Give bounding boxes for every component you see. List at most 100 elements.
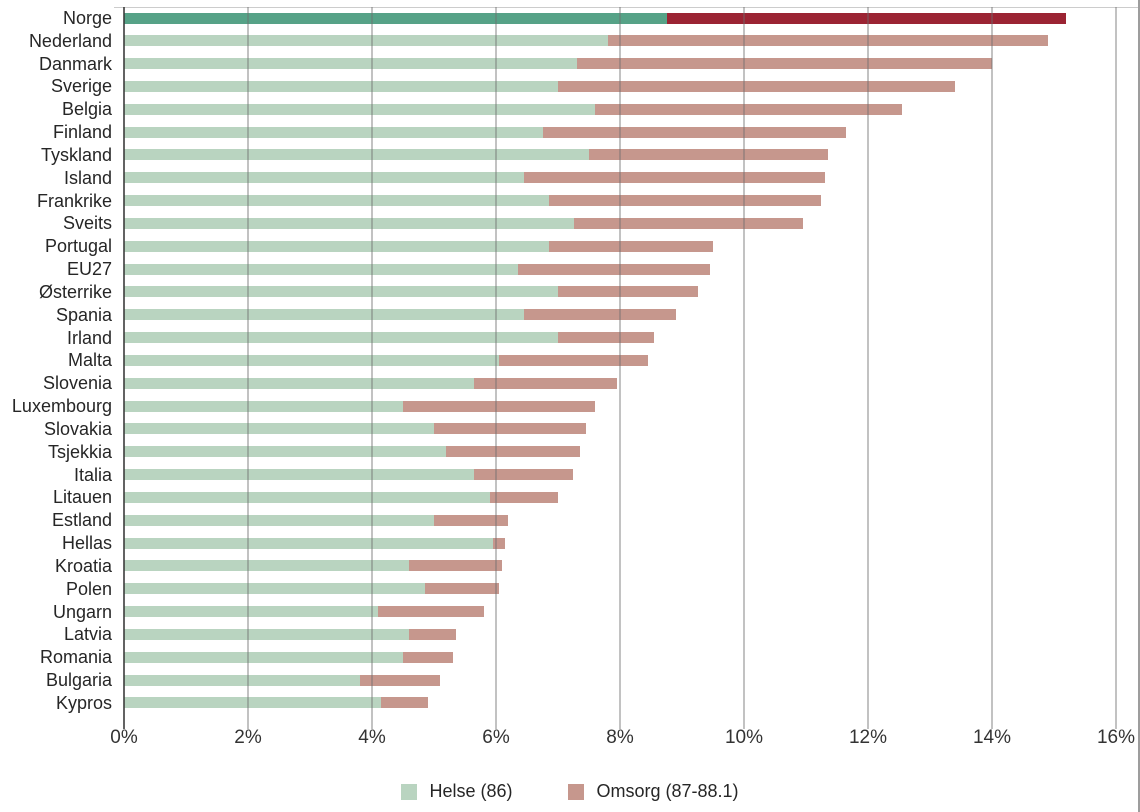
country-label: Norge: [62, 8, 112, 28]
helse-bar-segment: [124, 446, 447, 458]
country-label: Belgia: [61, 99, 112, 120]
legend-item: Helse (86): [401, 781, 512, 802]
x-axis-tick-label: 14%: [972, 727, 1012, 748]
helse-bar-segment: [124, 651, 403, 663]
helse-bar-segment: [124, 606, 379, 618]
omsorg-bar-segment: [446, 446, 580, 458]
omsorg-bar-segment: [434, 514, 509, 526]
omsorg-bar-segment: [409, 628, 456, 640]
x-axis-tick-label: 10%: [724, 727, 764, 748]
omsorg-bar-segment: [589, 149, 828, 161]
helse-bar-segment: [124, 537, 493, 549]
helse-bar-segment: [124, 628, 410, 640]
omsorg-bar-segment: [542, 126, 847, 138]
country-label: Luxembourg: [11, 396, 112, 417]
omsorg-bar-segment: [548, 195, 822, 207]
country-label: Estland: [51, 510, 112, 531]
helse-bar-segment: [124, 400, 403, 412]
omsorg-bar-segment: [474, 377, 617, 389]
country-label: Hellas: [61, 533, 112, 554]
omsorg-bar-segment: [666, 12, 1067, 24]
country-label: Østerrike: [38, 281, 112, 302]
helse-bar-segment: [124, 103, 596, 115]
helse-bar-segment: [124, 195, 549, 207]
omsorg-bar-segment: [499, 354, 648, 366]
helse-bar-segment: [124, 12, 667, 24]
country-label: Malta: [67, 350, 112, 371]
country-label: Bulgaria: [45, 670, 112, 691]
plot-top-border: [114, 7, 1138, 8]
country-label: Frankrike: [36, 190, 112, 211]
country-label: EU27: [66, 259, 112, 280]
chart-legend: Helse (86) Omsorg (87-88.1): [0, 781, 1140, 802]
omsorg-bar-segment: [403, 651, 453, 663]
omsorg-bar-segment: [548, 240, 713, 252]
helse-bar-segment: [124, 423, 434, 435]
gridline: [619, 7, 621, 729]
omsorg-bar-segment: [573, 217, 803, 229]
omsorg-bar-segment: [359, 674, 441, 686]
helse-bar-segment: [124, 35, 608, 47]
helse-bar-segment: [124, 149, 589, 161]
omsorg-bar-segment: [474, 469, 574, 481]
omsorg-bar-segment: [492, 537, 506, 549]
gridline: [1115, 7, 1117, 729]
country-label: Slovenia: [42, 373, 112, 394]
helse-bar-segment: [124, 674, 360, 686]
country-label: Romania: [39, 647, 112, 668]
helse-bar-segment: [124, 263, 518, 275]
helse-bar-segment: [124, 354, 500, 366]
helse-bar-segment: [124, 309, 524, 321]
helse-bar-segment: [124, 217, 574, 229]
gridline: [123, 7, 125, 729]
helse-bar-segment: [124, 58, 577, 70]
omsorg-bar-segment: [576, 58, 992, 70]
country-label: Irland: [66, 327, 112, 348]
x-axis-tick-label: 4%: [358, 727, 386, 748]
omsorg-bar-segment: [378, 606, 484, 618]
legend-label: Omsorg (87-88.1): [596, 781, 739, 801]
gridline: [495, 7, 497, 729]
helse-bar-segment: [124, 377, 475, 389]
country-label: Sveits: [62, 213, 112, 234]
country-label: Sverige: [50, 76, 112, 97]
omsorg-bar-segment: [409, 560, 503, 572]
country-label: Danmark: [38, 53, 112, 74]
helse-bar-segment: [124, 172, 524, 184]
country-label: Nederland: [28, 30, 112, 51]
omsorg-bar-segment: [489, 491, 558, 503]
gridline: [743, 7, 745, 729]
country-label: Finland: [52, 122, 112, 143]
country-label: Slovakia: [43, 418, 112, 439]
x-axis-tick-label: 12%: [848, 727, 888, 748]
x-axis-tick-label: 6%: [482, 727, 510, 748]
gridline: [371, 7, 373, 729]
gridline: [991, 7, 993, 729]
helse-bar-segment: [124, 491, 490, 503]
omsorg-bar-segment: [558, 80, 955, 92]
helse-bar-segment: [124, 126, 543, 138]
helse-bar-segment: [124, 286, 558, 298]
omsorg-bar-segment: [607, 35, 1048, 47]
omsorg-bar-segment: [558, 332, 655, 344]
helse-bar-segment: [124, 332, 558, 344]
omsorg-bar-segment: [381, 697, 428, 709]
x-axis-tick-label: 2%: [234, 727, 262, 748]
helse-bar-segment: [124, 514, 434, 526]
helse-bar-segment: [124, 583, 425, 595]
gridline: [867, 7, 869, 729]
omsorg-bar-segment: [403, 400, 596, 412]
country-label: Portugal: [44, 236, 112, 257]
country-label: Italia: [73, 464, 112, 485]
country-label: Spania: [55, 304, 112, 325]
gridline: [247, 7, 249, 729]
country-label: Litauen: [52, 487, 112, 508]
country-label: Tsjekkia: [47, 441, 112, 462]
country-label: Tyskland: [40, 144, 112, 165]
country-label: Latvia: [63, 624, 112, 645]
legend-item: Omsorg (87-88.1): [568, 781, 739, 802]
omsorg-bar-segment: [523, 309, 676, 321]
country-label: Ungarn: [52, 601, 112, 622]
omsorg-bar-segment: [434, 423, 586, 435]
